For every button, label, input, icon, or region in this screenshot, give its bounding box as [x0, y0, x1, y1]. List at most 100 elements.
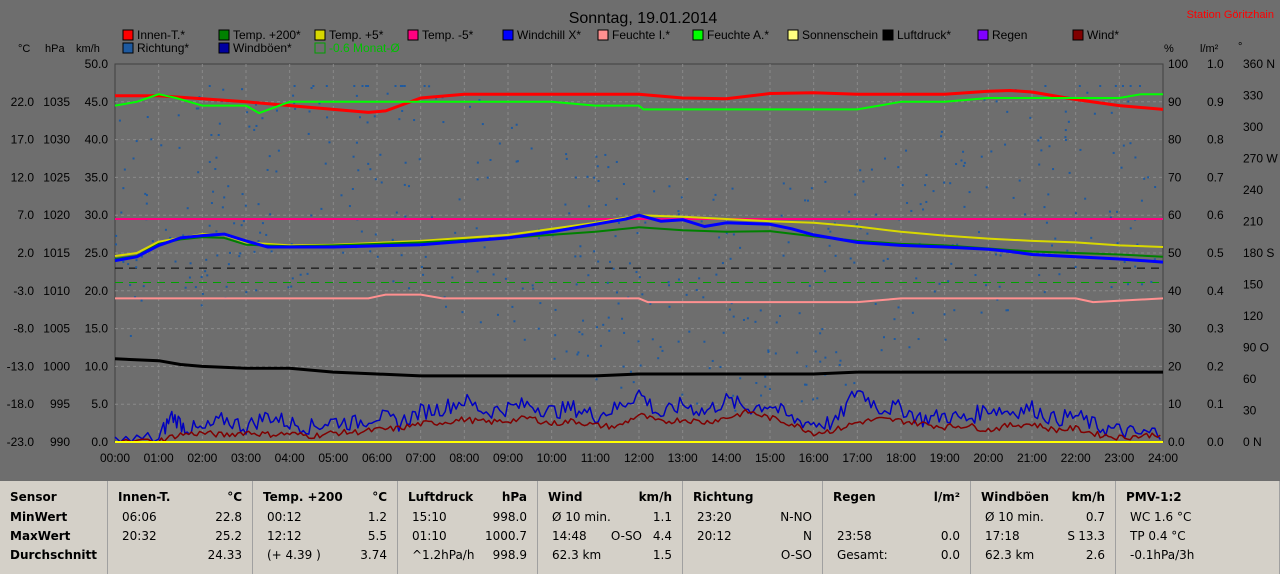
direction-point [476, 178, 479, 181]
direction-point [1038, 274, 1041, 277]
direction-point [1006, 309, 1009, 312]
direction-point [996, 298, 999, 301]
x-tick-label: 07:00 [406, 451, 436, 465]
direction-point [488, 236, 491, 239]
direction-point [458, 198, 461, 201]
chart-series [114, 85, 1164, 443]
direction-point [1121, 85, 1124, 87]
direction-point [787, 241, 790, 244]
summary-cell-value: 22.8 [215, 510, 242, 524]
direction-point [1147, 176, 1150, 179]
hpa-tick-label: 1005 [43, 322, 70, 336]
legend-swatch [314, 42, 326, 54]
x-tick-label: 03:00 [231, 451, 261, 465]
direction-point [122, 187, 125, 190]
direction-point [612, 267, 615, 270]
summary-cell-value: 2.6 [1085, 548, 1105, 562]
pct-tick-label: 10 [1168, 397, 1182, 411]
direction-point [807, 199, 810, 202]
x-tick-label: 11:00 [581, 451, 610, 465]
rain-tick-label: 0.6 [1207, 208, 1224, 222]
summary-cell-label: 17:18 [985, 529, 1020, 543]
direction-point [151, 240, 154, 243]
direction-point [718, 236, 721, 239]
direction-point [893, 337, 896, 340]
direction-point [968, 191, 971, 194]
legend-label: Luftdruck* [897, 28, 951, 42]
direction-point [216, 254, 219, 257]
direction-point [210, 134, 213, 137]
direction-point [468, 105, 471, 108]
direction-point [960, 159, 963, 162]
summary-panel: Regen l/m² 23:58 0.0 Gesamt: 0.0 [823, 481, 971, 574]
direction-point [803, 383, 806, 386]
direction-point [708, 367, 711, 370]
direction-point [925, 200, 928, 203]
direction-point [859, 227, 862, 230]
direction-point [308, 110, 311, 113]
summary-table: Sensor MinWert MaxWert Durchschnitt Innen-T.… [0, 481, 1280, 574]
chart-grid [114, 63, 1164, 443]
direction-point [218, 122, 221, 125]
rain-tick-label: 1.0 [1207, 57, 1224, 71]
legend-swatch [787, 29, 799, 41]
direction-point [596, 326, 599, 329]
direction-point [839, 359, 842, 362]
summary-cell-label: Ø 10 min. [552, 510, 611, 524]
legend-swatch [122, 42, 134, 54]
direction-point [681, 393, 684, 396]
x-tick-label: 12:00 [624, 451, 654, 465]
deg-tick-label: 180 S [1243, 246, 1274, 260]
direction-point [310, 87, 313, 90]
direction-point [1116, 242, 1119, 245]
direction-point [641, 293, 644, 296]
direction-point [824, 356, 827, 359]
direction-point [798, 312, 801, 315]
legend-swatch [122, 29, 134, 41]
direction-point [805, 383, 808, 386]
direction-point [326, 116, 329, 119]
direction-point [623, 331, 626, 334]
direction-point [1123, 261, 1126, 264]
direction-point [403, 85, 406, 87]
direction-point [246, 111, 249, 114]
legend-swatch [314, 29, 326, 41]
x-tick-label: 09:00 [493, 451, 523, 465]
direction-point [554, 334, 557, 337]
legend-label: Temp. -5* [422, 28, 474, 42]
direction-point [940, 135, 943, 138]
direction-point [576, 353, 579, 356]
direction-point [489, 158, 492, 161]
direction-point [739, 246, 742, 249]
direction-point [404, 215, 407, 218]
direction-point [1109, 216, 1112, 219]
direction-point [853, 261, 856, 264]
unit-temp: °C [18, 43, 30, 55]
direction-point [722, 331, 725, 334]
direction-point [808, 284, 811, 287]
hpa-tick-label: 1035 [43, 95, 70, 109]
summary-cell-extra: S [1067, 529, 1075, 543]
direction-point [306, 272, 309, 275]
direction-point [615, 197, 618, 200]
direction-point [911, 311, 914, 314]
direction-point [177, 114, 180, 117]
direction-point [391, 238, 394, 241]
direction-point [897, 306, 900, 309]
direction-point [574, 176, 577, 179]
direction-point [386, 92, 389, 95]
direction-point [615, 160, 618, 163]
direction-point [1038, 163, 1041, 166]
direction-point [478, 99, 481, 102]
direction-point [261, 117, 264, 120]
direction-point [531, 284, 534, 287]
direction-point [1127, 283, 1130, 286]
direction-point [353, 85, 356, 87]
direction-point [734, 409, 737, 412]
direction-point [938, 282, 941, 285]
direction-point [135, 140, 138, 143]
direction-point [980, 155, 983, 158]
series-luftdruck- [114, 357, 1163, 378]
direction-point [607, 316, 610, 319]
x-tick-label: 02:00 [187, 451, 217, 465]
